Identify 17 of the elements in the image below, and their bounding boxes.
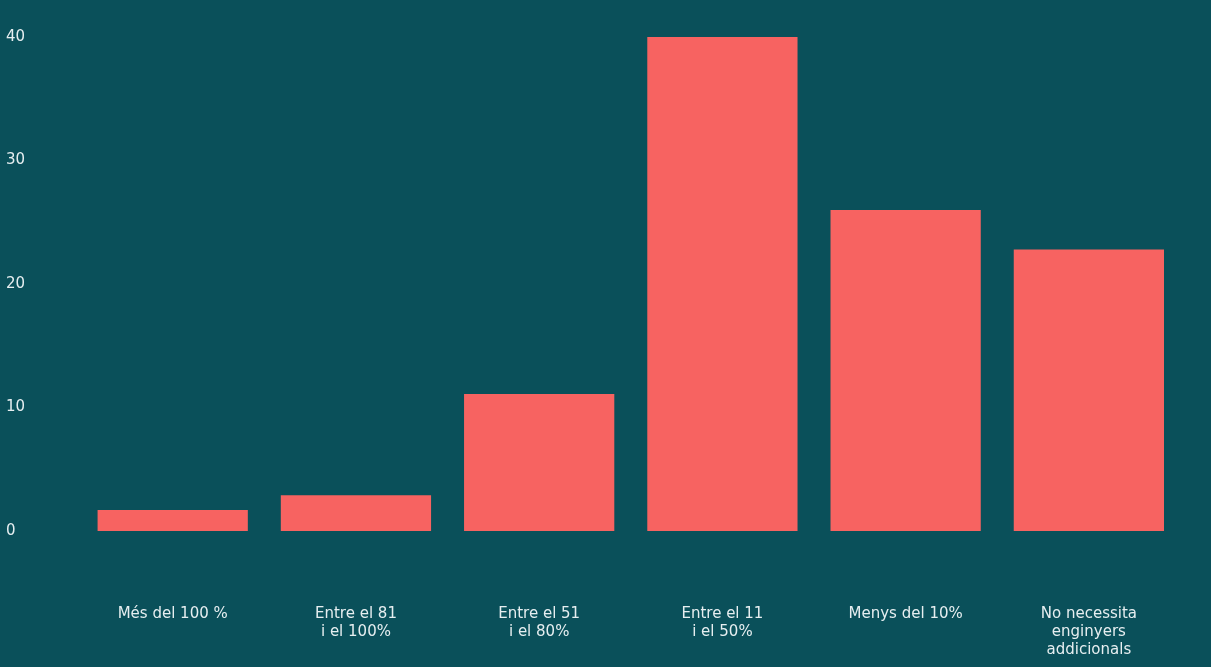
x-tick-label: No necessita enginyers addicionals bbox=[1040, 603, 1137, 658]
bar bbox=[280, 495, 432, 531]
y-tick-label: 40 bbox=[6, 26, 26, 45]
y-tick-label: 20 bbox=[6, 273, 26, 292]
x-tick-label: Entre el 51 i el 80% bbox=[498, 603, 581, 640]
bar bbox=[647, 37, 798, 531]
y-tick-label: 10 bbox=[6, 397, 26, 416]
bar bbox=[830, 209, 981, 531]
bar bbox=[1013, 249, 1164, 531]
x-tick-label: Entre el 11 i el 50% bbox=[681, 603, 764, 640]
x-tick-label: Més del 100 % bbox=[117, 603, 228, 622]
y-tick-label: 30 bbox=[6, 150, 26, 169]
x-tick-label: Entre el 81 i el 100% bbox=[314, 603, 397, 640]
bar bbox=[97, 510, 248, 531]
x-tick-label: Menys del 10% bbox=[848, 603, 963, 622]
y-tick-label: 0 bbox=[6, 520, 16, 539]
bar bbox=[464, 393, 615, 531]
